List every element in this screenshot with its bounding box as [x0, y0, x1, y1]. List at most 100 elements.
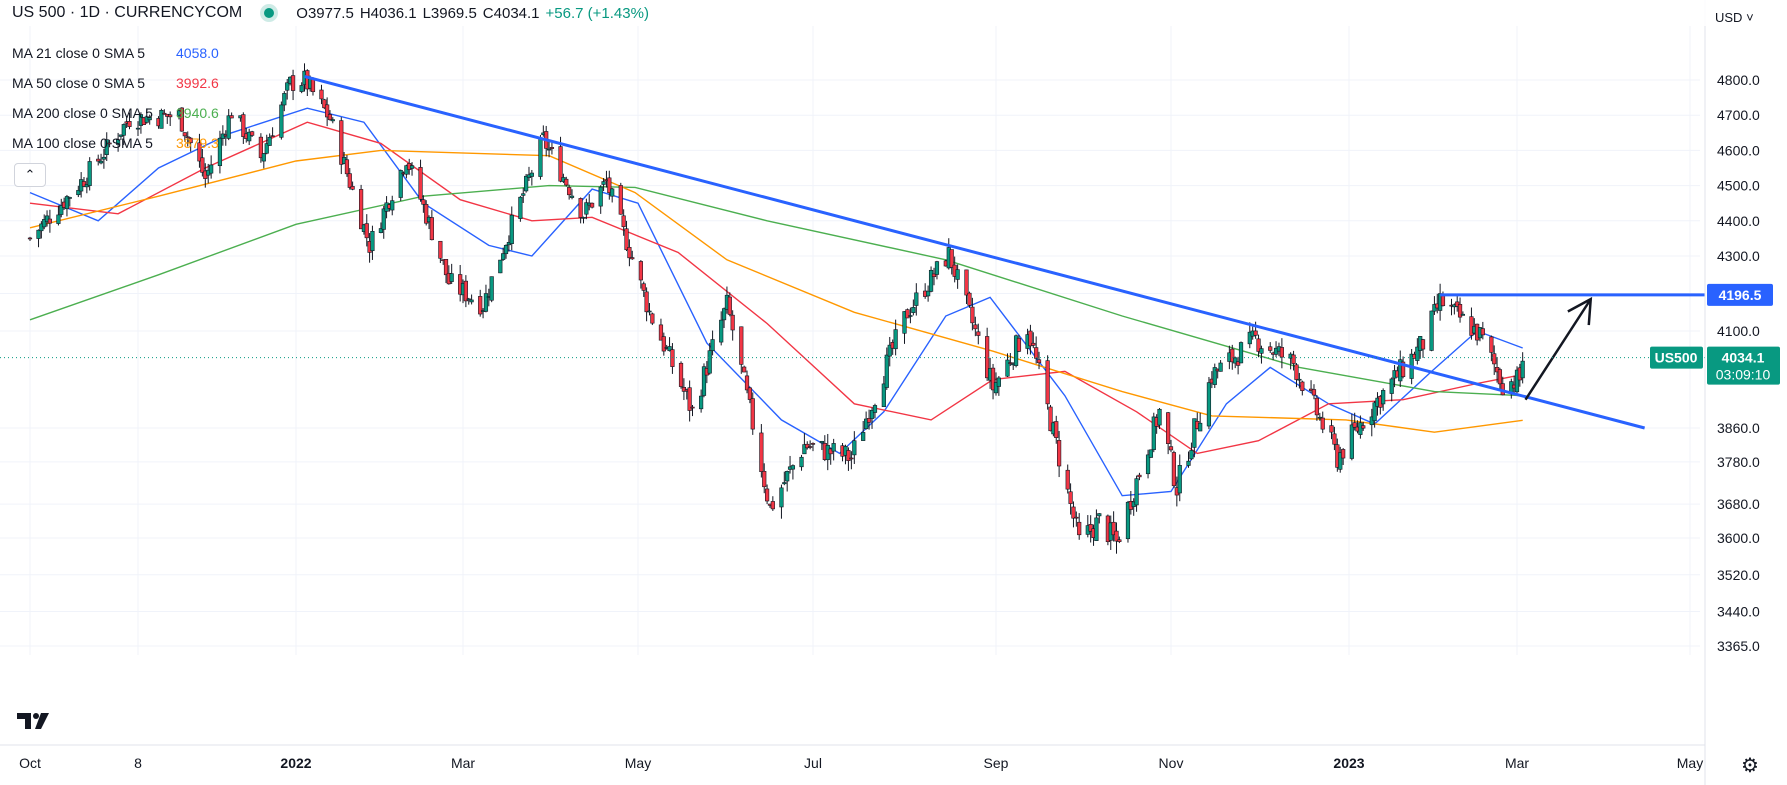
- arrow-shaft[interactable]: [1524, 298, 1592, 401]
- candle: [1300, 380, 1305, 396]
- candle: [1314, 395, 1320, 421]
- candle: [638, 260, 643, 289]
- price-axis[interactable]: 4800.0 4700.0 4600.0 4500.0 4400.0 4300.0 4100…: [1704, 0, 1760, 785]
- collapse-legend-button[interactable]: ⌃: [14, 163, 46, 187]
- bar-countdown: 03:09:10: [1716, 367, 1771, 383]
- candle: [1389, 377, 1394, 402]
- candle: [1134, 475, 1139, 512]
- candle: [584, 198, 589, 220]
- candle: [1057, 431, 1062, 478]
- drawing-annotations[interactable]: [0, 75, 1705, 430]
- ma-legend-row[interactable]: MA 50 close 0 SMA 5 3992.6: [12, 68, 219, 98]
- current-price-tag: US500 4034.103:09:10: [1650, 346, 1780, 385]
- candle: [241, 112, 246, 144]
- candle: [463, 275, 468, 308]
- candle: [1114, 522, 1119, 554]
- candle: [624, 220, 629, 252]
- candle: [1311, 384, 1317, 400]
- candle: [569, 189, 575, 200]
- resistance-price-value: 4196.5: [1719, 287, 1762, 303]
- candle: [658, 318, 664, 341]
- time-tick-label: Mar: [1505, 755, 1529, 771]
- candle: [701, 363, 707, 398]
- candle: [347, 168, 352, 190]
- candle: [247, 128, 252, 146]
- candle: [730, 310, 735, 341]
- candle: [802, 433, 807, 455]
- candle: [1279, 338, 1284, 369]
- ma-legend-row[interactable]: MA 21 close 0 SMA 5 4058.0: [12, 38, 219, 68]
- arrow-head[interactable]: [1567, 296, 1593, 326]
- price-tick-label: 4600.0: [1717, 142, 1760, 158]
- candle: [478, 289, 483, 317]
- moving-average-lines: [29, 107, 1523, 497]
- candle: [973, 316, 978, 337]
- ma-label: MA 21 close 0 SMA 5: [12, 45, 146, 61]
- ma-legend-row[interactable]: MA 100 close 0 SMA 5 3879.3: [12, 128, 219, 158]
- candle: [59, 198, 64, 218]
- candle: [805, 441, 810, 450]
- candle: [1034, 336, 1039, 364]
- candle: [56, 205, 61, 226]
- candle: [990, 363, 996, 400]
- candle: [864, 411, 869, 430]
- legend-header: US 500 · 1D · CURRENCYCOM O3977.5 H4036.…: [0, 0, 1712, 26]
- candle: [1460, 311, 1465, 316]
- candle: [424, 200, 429, 226]
- candle: [1420, 338, 1426, 358]
- candle: [1238, 341, 1244, 364]
- time-axis[interactable]: Oct 8 2022 Mar May Jul Sep Nov 2023 Mar May: [0, 744, 1705, 771]
- candle: [1145, 449, 1151, 479]
- candle: [1212, 363, 1217, 388]
- candle: [370, 225, 375, 260]
- candle: [647, 303, 652, 316]
- candle: [610, 187, 615, 203]
- symbol-title[interactable]: US 500 · 1D · CURRENCYCOM: [12, 4, 243, 21]
- candle: [1218, 360, 1223, 372]
- candle: [1125, 500, 1131, 543]
- candle: [1489, 335, 1494, 362]
- candle: [967, 291, 972, 308]
- candle: [578, 197, 583, 224]
- candle: [27, 236, 33, 242]
- gear-icon[interactable]: ⚙: [1741, 755, 1759, 777]
- price-tick-label: 4400.0: [1717, 213, 1760, 229]
- time-tick-label: 2022: [280, 755, 311, 771]
- candle: [739, 326, 744, 374]
- ma-legend-row[interactable]: MA 200 close 0 SMA 5 3940.6: [12, 98, 219, 128]
- candle: [107, 139, 112, 148]
- open-value: 3977.5: [307, 4, 354, 22]
- chevron-up-icon: ⌃: [24, 167, 36, 182]
- candle: [1329, 419, 1334, 440]
- candle: [182, 132, 187, 142]
- candle: [1168, 439, 1174, 453]
- trendline[interactable]: [304, 75, 1646, 430]
- candle: [678, 361, 684, 389]
- candle: [483, 284, 489, 313]
- candle: [790, 464, 796, 480]
- candle: [667, 337, 672, 352]
- candle: [121, 123, 126, 146]
- candle: [931, 267, 937, 286]
- candle: [217, 130, 223, 174]
- currency-selector[interactable]: USD ˅: [1715, 10, 1754, 25]
- candle: [1008, 353, 1013, 366]
- candle: [976, 323, 981, 345]
- candle: [1068, 483, 1073, 515]
- candle: [928, 266, 934, 293]
- candle: [964, 269, 969, 305]
- ma-label: MA 200 close 0 SMA 5: [12, 105, 153, 121]
- candle: [226, 109, 231, 141]
- candle: [869, 407, 875, 429]
- candle: [418, 159, 423, 202]
- price-tick-label: 3780.0: [1717, 454, 1760, 470]
- candle: [581, 216, 586, 224]
- currency-label: USD: [1715, 10, 1743, 25]
- change-value: +56.7 (+1.43%): [545, 4, 649, 22]
- candle: [364, 214, 369, 247]
- ma-line: [29, 107, 1523, 497]
- high-label: H: [359, 4, 371, 22]
- tradingview-logo-icon[interactable]: [17, 711, 55, 731]
- candle: [421, 195, 426, 213]
